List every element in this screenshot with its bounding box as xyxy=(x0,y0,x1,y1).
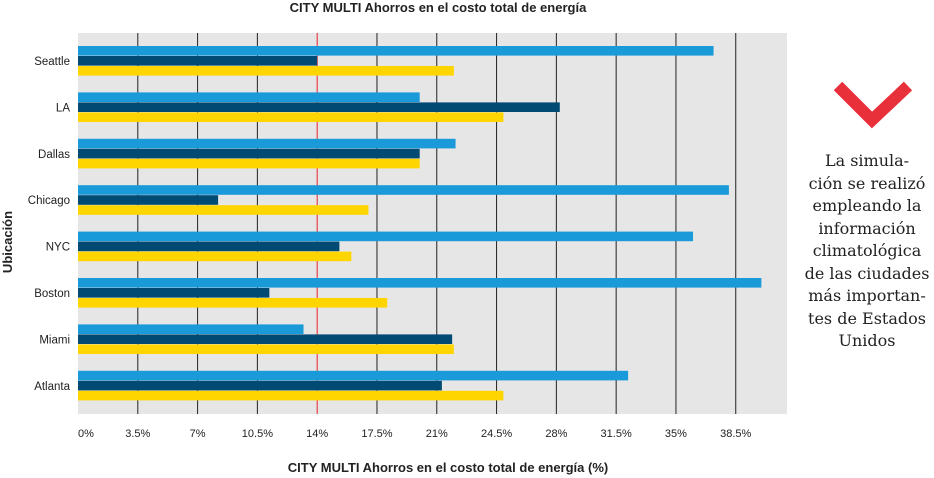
bar xyxy=(78,46,714,56)
bars xyxy=(78,46,762,401)
bar xyxy=(78,102,560,112)
x-tick-label: 17.5% xyxy=(361,428,392,440)
checkmark-icon xyxy=(834,81,913,129)
x-tick-label: 3.5% xyxy=(125,428,150,440)
side-note-line: de las ciudades xyxy=(804,263,930,283)
x-tick-label: 38.5% xyxy=(720,428,751,440)
category-label: Seattle xyxy=(34,56,70,68)
x-tick-label: 14% xyxy=(306,428,328,440)
bar xyxy=(78,298,388,308)
side-note-line: La simula- xyxy=(824,151,910,170)
x-tick-label: 31.5% xyxy=(601,428,632,440)
category-label: Miami xyxy=(39,334,70,346)
side-note-line: Unidos xyxy=(838,331,896,350)
bar xyxy=(78,112,504,122)
side-note-line: climatológica xyxy=(812,241,922,260)
bar xyxy=(78,380,442,391)
x-tick-labels: 0% 3.5% 7% 10.5% 14% 17.5% 21% 24.5% 28% 31.5% 35%… xyxy=(78,428,752,440)
bar xyxy=(78,231,694,242)
bar xyxy=(78,56,318,66)
side-note-text: La simula-ción se realizó empleando la inf… xyxy=(800,150,934,353)
chart-title: CITY MULTI Ahorros en el costo total de … xyxy=(290,0,587,15)
bar xyxy=(78,241,340,252)
bar xyxy=(78,370,629,381)
bar xyxy=(78,324,304,334)
x-tick-label: 24.5% xyxy=(481,428,512,440)
side-note-line: ción se realizó xyxy=(808,173,926,193)
bar xyxy=(78,251,352,262)
category-labels: Seattle LA Dallas Chicago NYC Boston Miami Atla… xyxy=(28,56,71,393)
side-note-line: información xyxy=(818,218,916,238)
bar xyxy=(78,390,504,401)
category-label: Dallas xyxy=(38,149,70,161)
category-label: LA xyxy=(56,102,70,114)
side-note-line: tes de Estados xyxy=(808,308,926,328)
x-tick-label: 10.5% xyxy=(242,428,273,440)
category-label: Atlanta xyxy=(34,381,70,393)
bar xyxy=(78,278,762,288)
bar xyxy=(78,185,729,195)
bar xyxy=(78,138,456,149)
bar xyxy=(78,158,420,169)
x-tick-label: 7% xyxy=(190,428,206,440)
x-tick-label: 28% xyxy=(545,428,567,440)
bar xyxy=(78,148,420,159)
category-label: Chicago xyxy=(28,195,70,207)
bar xyxy=(78,66,454,76)
bar xyxy=(78,344,454,354)
category-label: Boston xyxy=(34,288,70,300)
side-note-line: más importan- xyxy=(808,286,926,305)
x-tick-label: 35% xyxy=(665,428,687,440)
category-label: NYC xyxy=(46,242,70,254)
y-axis-title: Ubicación xyxy=(0,211,15,273)
bar xyxy=(78,205,369,215)
bar xyxy=(78,334,453,344)
x-tick-label: 21% xyxy=(426,428,448,440)
x-axis-title: CITY MULTI Ahorros en el costo total de … xyxy=(288,460,608,475)
bar xyxy=(78,92,420,102)
x-tick-label: 0% xyxy=(78,428,94,440)
bar xyxy=(78,288,270,298)
bar xyxy=(78,195,219,205)
plot-area xyxy=(78,33,787,414)
side-note-line: empleando la xyxy=(812,196,922,215)
